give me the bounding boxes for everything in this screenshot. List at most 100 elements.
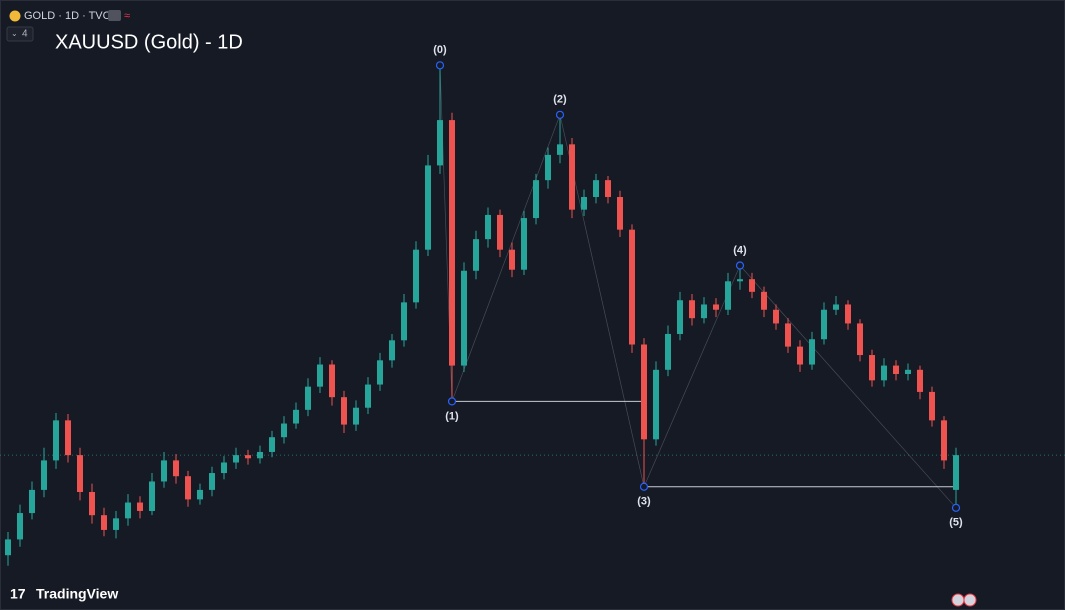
candle-body (209, 473, 215, 490)
candle-body (317, 364, 323, 387)
candle-body (281, 423, 287, 438)
indicator-toggle[interactable] (6, 26, 34, 42)
candle-body (269, 437, 275, 452)
candle-body (233, 455, 239, 463)
candle-body (557, 144, 563, 155)
candle-body (929, 391, 935, 421)
candle-body (857, 323, 863, 356)
candle-body (689, 300, 695, 319)
candle-body (953, 455, 959, 490)
symbol-info: GOLD · 1D · TVC (24, 10, 111, 22)
candle-body (893, 365, 899, 375)
candle-body (389, 340, 395, 361)
candle-body (737, 279, 743, 282)
candle-body (17, 513, 23, 540)
candle-body (497, 214, 503, 250)
candle-body (521, 218, 527, 270)
candle-body (29, 489, 35, 514)
candle-body (749, 279, 755, 292)
candle-body (401, 302, 407, 341)
candle-body (329, 364, 335, 398)
candle-body (905, 369, 911, 375)
candle-body (845, 304, 851, 324)
candle-body (713, 304, 719, 310)
candle-body (665, 333, 671, 370)
candle-body (425, 165, 431, 250)
candle-body (449, 120, 455, 366)
candle-body (377, 360, 383, 385)
zigzag-line (451, 114, 561, 402)
brand: TradingView (36, 586, 118, 602)
candle-body (245, 455, 251, 459)
zigzag-line (643, 265, 741, 487)
candle-body (293, 409, 299, 424)
candle-body (641, 344, 647, 440)
candle-body (149, 481, 155, 511)
candle-body (77, 455, 83, 493)
candle-body (545, 154, 551, 181)
pivot-marker (435, 61, 445, 70)
pivot-label: (4) (733, 244, 747, 256)
logo-mark: 17 (10, 586, 26, 602)
candle-body (797, 346, 803, 365)
candle-body (461, 270, 467, 366)
pivot-label: (1) (445, 410, 459, 422)
candle-body (437, 120, 443, 166)
indicator-count: 4 (22, 29, 28, 40)
candle-body (413, 249, 419, 303)
candle-body (725, 281, 731, 310)
candle-body (221, 462, 227, 474)
pivot-label: (0) (433, 44, 447, 56)
candle-body (881, 365, 887, 381)
chart-title: XAUUSD (Gold) - 1D (55, 31, 243, 53)
candle-body (941, 420, 947, 461)
candle-body (473, 239, 479, 271)
candle-body (101, 515, 107, 530)
candle-body (677, 300, 683, 334)
badge (108, 10, 121, 21)
candle-body (89, 492, 95, 516)
candle-body (509, 249, 515, 270)
candle-body (809, 339, 815, 365)
pivot-marker (555, 110, 565, 119)
candle-body (701, 304, 707, 319)
candle-body (305, 386, 311, 410)
candle-body (581, 197, 587, 210)
candle-body (869, 355, 875, 381)
candle-body (593, 180, 599, 198)
candle-body (485, 214, 491, 240)
candle-body (653, 369, 659, 440)
candle-body (5, 539, 11, 556)
candle-body (53, 420, 59, 461)
candle-body (785, 323, 791, 347)
candle-body (617, 197, 623, 230)
candle-body (605, 180, 611, 198)
pivot-label: (5) (949, 517, 963, 529)
candle-body (125, 502, 131, 519)
candle-body (761, 291, 767, 310)
pivot-marker (951, 503, 961, 512)
candle-body (185, 476, 191, 500)
candle-body (65, 420, 71, 456)
candle-body (353, 407, 359, 425)
candle-body (197, 489, 203, 500)
pivot-label: (2) (553, 94, 567, 106)
candle-body (365, 384, 371, 408)
pivot-marker (447, 397, 457, 406)
candle-body (773, 309, 779, 324)
candle-body (533, 180, 539, 219)
candle-body (569, 144, 575, 210)
flag-icon (951, 593, 965, 607)
candle-body (137, 502, 143, 511)
candle-body (821, 309, 827, 340)
candle-body (917, 369, 923, 392)
chevron: ⌄ (11, 29, 18, 38)
flag-icon (963, 593, 977, 607)
candle-body (173, 460, 179, 477)
candle-body (629, 229, 635, 345)
candle-body (41, 460, 47, 490)
candle-body (257, 451, 263, 459)
pivot-label: (3) (637, 496, 651, 508)
